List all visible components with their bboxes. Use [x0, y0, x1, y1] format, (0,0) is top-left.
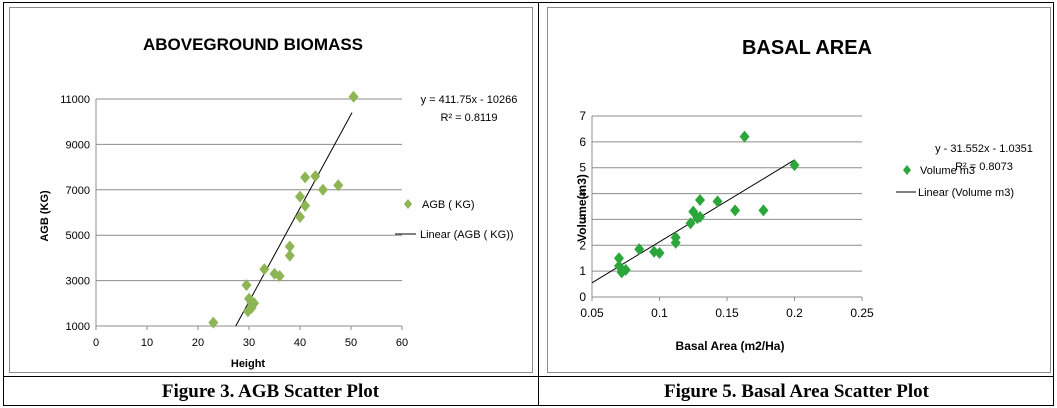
y-tick-label: 1	[579, 264, 586, 278]
legend: Volume m3 Linear (Volume m3)	[896, 165, 1014, 199]
chart-gridlines	[591, 115, 862, 298]
agb-scatter-chart: ABOVEGROUND BIOMASS 1000 3000 5000 7000 9000…	[39, 35, 518, 370]
data-point	[614, 252, 624, 265]
data-point	[295, 211, 305, 224]
trendline-segment	[235, 112, 353, 327]
x-axis-label: Height	[231, 358, 266, 370]
x-tick-label: 60	[396, 337, 408, 349]
y-tick-label: 4	[579, 187, 586, 201]
table-divider-horizontal	[3, 376, 1054, 377]
y-axis-label: Volume(m3)	[575, 174, 589, 242]
data-points	[208, 90, 359, 329]
data-point	[284, 249, 295, 262]
x-axis-label: Basal Area (m2/Ha)	[676, 339, 785, 353]
legend-label-trend: Linear (AGB ( KG))	[420, 229, 514, 241]
x-tick-label: 10	[141, 337, 153, 349]
y-tick-label: 3000	[66, 276, 90, 288]
y-tick-label: 7	[579, 109, 586, 123]
y-axis-ticks: 1000 3000 5000 7000 9000 11000	[60, 94, 90, 333]
data-point	[695, 194, 705, 207]
y-tick-label: 6	[579, 135, 586, 149]
y-tick-label: 1000	[66, 321, 90, 333]
data-point	[259, 263, 270, 276]
chart-gridlines	[95, 98, 402, 327]
r-squared-label: R² = 0.8119	[441, 112, 498, 124]
x-tick-label: 0.15	[715, 306, 739, 320]
data-point	[242, 305, 253, 318]
table-border	[3, 2, 1054, 406]
legend-label-trend: Linear (Volume m3)	[918, 187, 1014, 199]
r-squared-label: R² = 0.8073	[955, 161, 1013, 173]
data-point	[300, 199, 311, 212]
caption-left: Figure 3. AGB Scatter Plot	[161, 380, 380, 402]
legend-label-series: Volume m3	[920, 165, 975, 177]
data-point	[712, 195, 723, 208]
data-point	[310, 170, 321, 183]
y-tick-label: 5	[579, 161, 586, 175]
equation-label: y = 411.75x - 10266	[421, 94, 518, 106]
y-tick-label: 7000	[66, 185, 90, 197]
x-tick-label: 20	[192, 337, 204, 349]
chart-title: BASAL AREA	[742, 37, 872, 59]
y-tick-label: 3	[579, 212, 586, 226]
x-tick-label: 30	[243, 337, 255, 349]
legend-marker-diamond	[903, 165, 911, 175]
x-axis-ticks: 0 10 20 30 40 50 60	[93, 326, 408, 349]
x-tick-label: 0.05	[580, 306, 604, 320]
data-point	[620, 263, 631, 276]
data-point	[695, 210, 705, 223]
y-axis-ticks: 0 1 2 3 4 5 6 7	[579, 109, 586, 304]
data-point	[739, 130, 750, 143]
data-point	[208, 316, 219, 329]
data-point	[654, 247, 665, 260]
y-tick-label: 11000	[60, 94, 90, 106]
data-point	[758, 204, 769, 217]
basal-area-chart-frame: BASAL AREA 0 1 2 3 4 5 6 7 0.05 0.1 0.15 0.2 0.25 V…	[547, 7, 1051, 373]
data-point	[616, 266, 627, 279]
x-tick-label: 0.25	[850, 306, 874, 320]
data-point	[348, 90, 359, 103]
basal-area-scatter-chart: BASAL AREA 0 1 2 3 4 5 6 7 0.05 0.1 0.15 0.2 0.25 V…	[575, 37, 1033, 353]
data-point	[295, 190, 305, 203]
data-point	[730, 204, 741, 217]
data-point	[670, 236, 681, 249]
y-axis-label: AGB (KG)	[39, 190, 51, 242]
data-point	[789, 159, 800, 172]
data-point	[634, 243, 645, 256]
data-point	[249, 297, 260, 310]
data-point	[241, 279, 252, 292]
table-divider-vertical	[538, 2, 539, 406]
x-axis-ticks: 0.05 0.1 0.15 0.2 0.25	[580, 297, 874, 320]
data-point	[284, 240, 295, 253]
chart-title: ABOVEGROUND BIOMASS	[143, 35, 363, 54]
x-tick-label: 50	[345, 337, 357, 349]
y-tick-label: 9000	[66, 139, 90, 151]
caption-right: Figure 5. Basal Area Scatter Plot	[664, 380, 929, 402]
x-tick-label: 0.1	[651, 306, 668, 320]
x-tick-label: 40	[294, 337, 306, 349]
x-tick-label: 0.2	[786, 306, 803, 320]
data-point	[274, 270, 285, 283]
agb-chart-frame: ABOVEGROUND BIOMASS 1000 3000 5000 7000 9000…	[9, 7, 533, 373]
legend: AGB ( KG) Linear (AGB ( KG))	[395, 199, 514, 241]
x-tick-label: 0	[93, 337, 99, 349]
y-tick-label: 2	[579, 238, 586, 252]
trendline	[235, 112, 353, 327]
y-tick-label: 5000	[66, 230, 90, 242]
data-point	[317, 183, 328, 196]
equation-label: y - 31.552x - 1.0351	[935, 143, 1033, 155]
legend-label-series: AGB ( KG)	[422, 199, 475, 211]
legend-marker-diamond	[404, 199, 412, 209]
data-points	[614, 130, 800, 279]
data-point	[685, 217, 696, 230]
data-point	[300, 171, 311, 184]
y-tick-label: 0	[579, 290, 586, 304]
data-point	[333, 179, 344, 192]
